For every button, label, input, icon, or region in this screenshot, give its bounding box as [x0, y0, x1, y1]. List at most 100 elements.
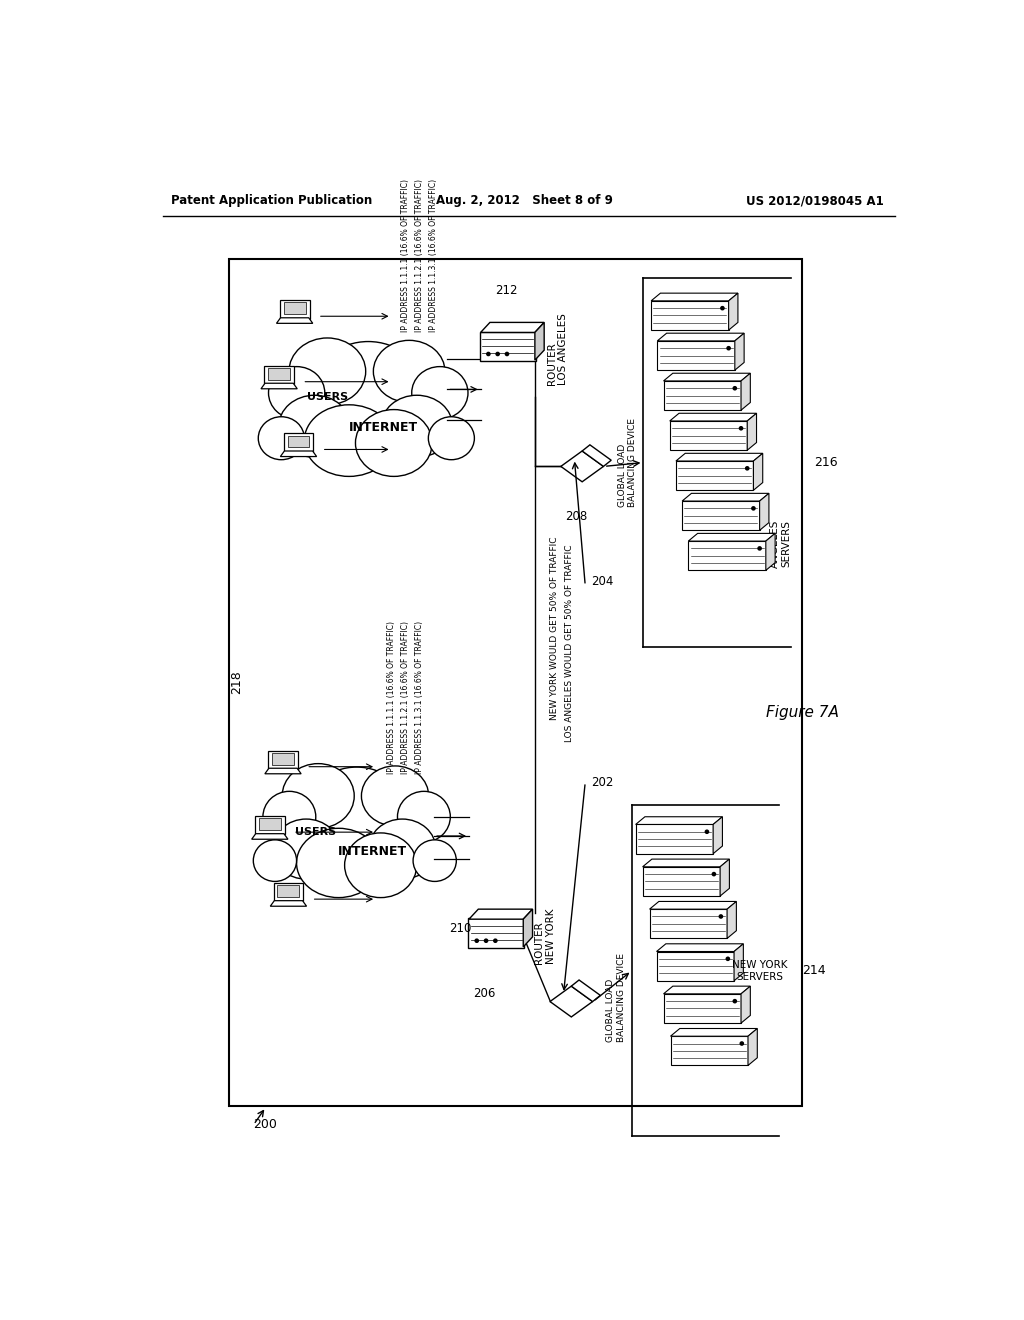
Ellipse shape [253, 840, 297, 882]
Text: IP ADDRESS 1.1.1.1 (16.6% OF TRAFFIC): IP ADDRESS 1.1.1.1 (16.6% OF TRAFFIC) [387, 622, 396, 775]
Text: US 2012/0198045 A1: US 2012/0198045 A1 [745, 194, 884, 207]
Circle shape [744, 466, 750, 471]
FancyBboxPatch shape [264, 366, 294, 384]
FancyBboxPatch shape [272, 752, 294, 764]
FancyBboxPatch shape [273, 883, 303, 902]
Bar [671, 1036, 748, 1065]
Text: 218: 218 [230, 671, 243, 694]
Circle shape [496, 351, 500, 356]
Bar [670, 421, 748, 450]
FancyBboxPatch shape [288, 436, 309, 447]
Text: USERS: USERS [295, 828, 336, 837]
Polygon shape [276, 318, 312, 323]
Polygon shape [265, 768, 301, 774]
Circle shape [751, 506, 756, 511]
Ellipse shape [272, 818, 340, 879]
Polygon shape [664, 986, 751, 994]
Text: Patent Application Publication: Patent Application Publication [171, 194, 372, 207]
FancyBboxPatch shape [259, 818, 281, 830]
Text: GLOBAL LOAD
BALANCING DEVICE: GLOBAL LOAD BALANCING DEVICE [617, 418, 637, 507]
Polygon shape [748, 1028, 758, 1065]
Text: GLOBAL LOAD
BALANCING DEVICE: GLOBAL LOAD BALANCING DEVICE [606, 953, 626, 1043]
Ellipse shape [258, 417, 304, 459]
Ellipse shape [345, 833, 417, 898]
Ellipse shape [361, 766, 429, 826]
Circle shape [726, 957, 730, 961]
Ellipse shape [412, 367, 468, 420]
Text: Aug. 2, 2012   Sheet 8 of 9: Aug. 2, 2012 Sheet 8 of 9 [436, 194, 613, 207]
FancyBboxPatch shape [268, 751, 298, 770]
Ellipse shape [381, 395, 453, 457]
Text: IP ADDRESS 1.1.3.1 (16.6% OF TRAFFIC): IP ADDRESS 1.1.3.1 (16.6% OF TRAFFIC) [415, 622, 424, 775]
FancyBboxPatch shape [278, 886, 299, 898]
Ellipse shape [369, 818, 436, 879]
Bar [649, 909, 727, 939]
Circle shape [739, 1041, 744, 1045]
Bar [651, 301, 729, 330]
Polygon shape [261, 383, 297, 389]
Text: IP ADDRESS 1.1.2.1 (16.6% OF TRAFFIC): IP ADDRESS 1.1.2.1 (16.6% OF TRAFFIC) [415, 178, 424, 331]
Polygon shape [583, 445, 611, 466]
Circle shape [732, 999, 737, 1003]
Polygon shape [741, 986, 751, 1023]
Ellipse shape [413, 840, 457, 882]
Polygon shape [688, 533, 775, 541]
Ellipse shape [283, 763, 354, 829]
Text: IP ADDRESS 1.1.1.1 (16.6% OF TRAFFIC): IP ADDRESS 1.1.1.1 (16.6% OF TRAFFIC) [401, 178, 410, 331]
Ellipse shape [314, 342, 422, 432]
Polygon shape [550, 986, 593, 1016]
Polygon shape [741, 374, 751, 411]
Text: INTERNET: INTERNET [349, 421, 419, 434]
Circle shape [486, 351, 490, 356]
Text: ROUTER
LOS ANGELES: ROUTER LOS ANGELES [547, 313, 568, 385]
Text: LOS
ANGELES
SERVERS: LOS ANGELES SERVERS [759, 520, 792, 568]
Bar [688, 541, 766, 570]
FancyBboxPatch shape [284, 302, 305, 314]
Polygon shape [670, 413, 757, 421]
Text: 208: 208 [565, 510, 587, 523]
Ellipse shape [306, 767, 408, 855]
Polygon shape [643, 859, 729, 867]
Bar [682, 502, 760, 531]
Polygon shape [252, 834, 288, 840]
Text: Figure 7A: Figure 7A [766, 705, 839, 721]
Text: NEW YORK
SERVERS: NEW YORK SERVERS [732, 960, 787, 982]
Polygon shape [760, 494, 769, 531]
Text: LOS ANGELES WOULD GET 50% OF TRAFFIC: LOS ANGELES WOULD GET 50% OF TRAFFIC [565, 545, 574, 742]
Circle shape [732, 385, 737, 391]
Circle shape [705, 829, 710, 834]
Bar [636, 825, 713, 854]
Ellipse shape [297, 829, 381, 898]
Polygon shape [523, 909, 532, 946]
Text: INTERNET: INTERNET [338, 845, 407, 858]
Polygon shape [664, 374, 751, 381]
Polygon shape [713, 817, 722, 854]
FancyBboxPatch shape [284, 433, 313, 451]
Bar [664, 381, 741, 411]
Polygon shape [727, 902, 736, 939]
FancyBboxPatch shape [280, 300, 309, 318]
FancyBboxPatch shape [480, 331, 536, 360]
Bar [228, 259, 802, 1105]
Polygon shape [281, 451, 316, 457]
Circle shape [738, 426, 743, 430]
Circle shape [483, 939, 488, 942]
Text: NEW YORK WOULD GET 50% OF TRAFFIC: NEW YORK WOULD GET 50% OF TRAFFIC [550, 536, 559, 719]
Polygon shape [729, 293, 738, 330]
Ellipse shape [268, 367, 325, 420]
Polygon shape [535, 322, 544, 360]
Ellipse shape [279, 395, 350, 457]
Bar [656, 952, 734, 981]
Bar [657, 341, 735, 370]
Text: ROUTER
NEW YORK: ROUTER NEW YORK [535, 908, 556, 964]
Ellipse shape [355, 409, 432, 477]
Ellipse shape [263, 792, 315, 842]
Circle shape [726, 346, 731, 351]
Polygon shape [649, 902, 736, 909]
Text: 200: 200 [254, 1118, 278, 1131]
Text: 216: 216 [814, 455, 838, 469]
Circle shape [505, 351, 509, 356]
Polygon shape [636, 817, 722, 825]
Polygon shape [469, 909, 532, 919]
Ellipse shape [397, 792, 451, 842]
